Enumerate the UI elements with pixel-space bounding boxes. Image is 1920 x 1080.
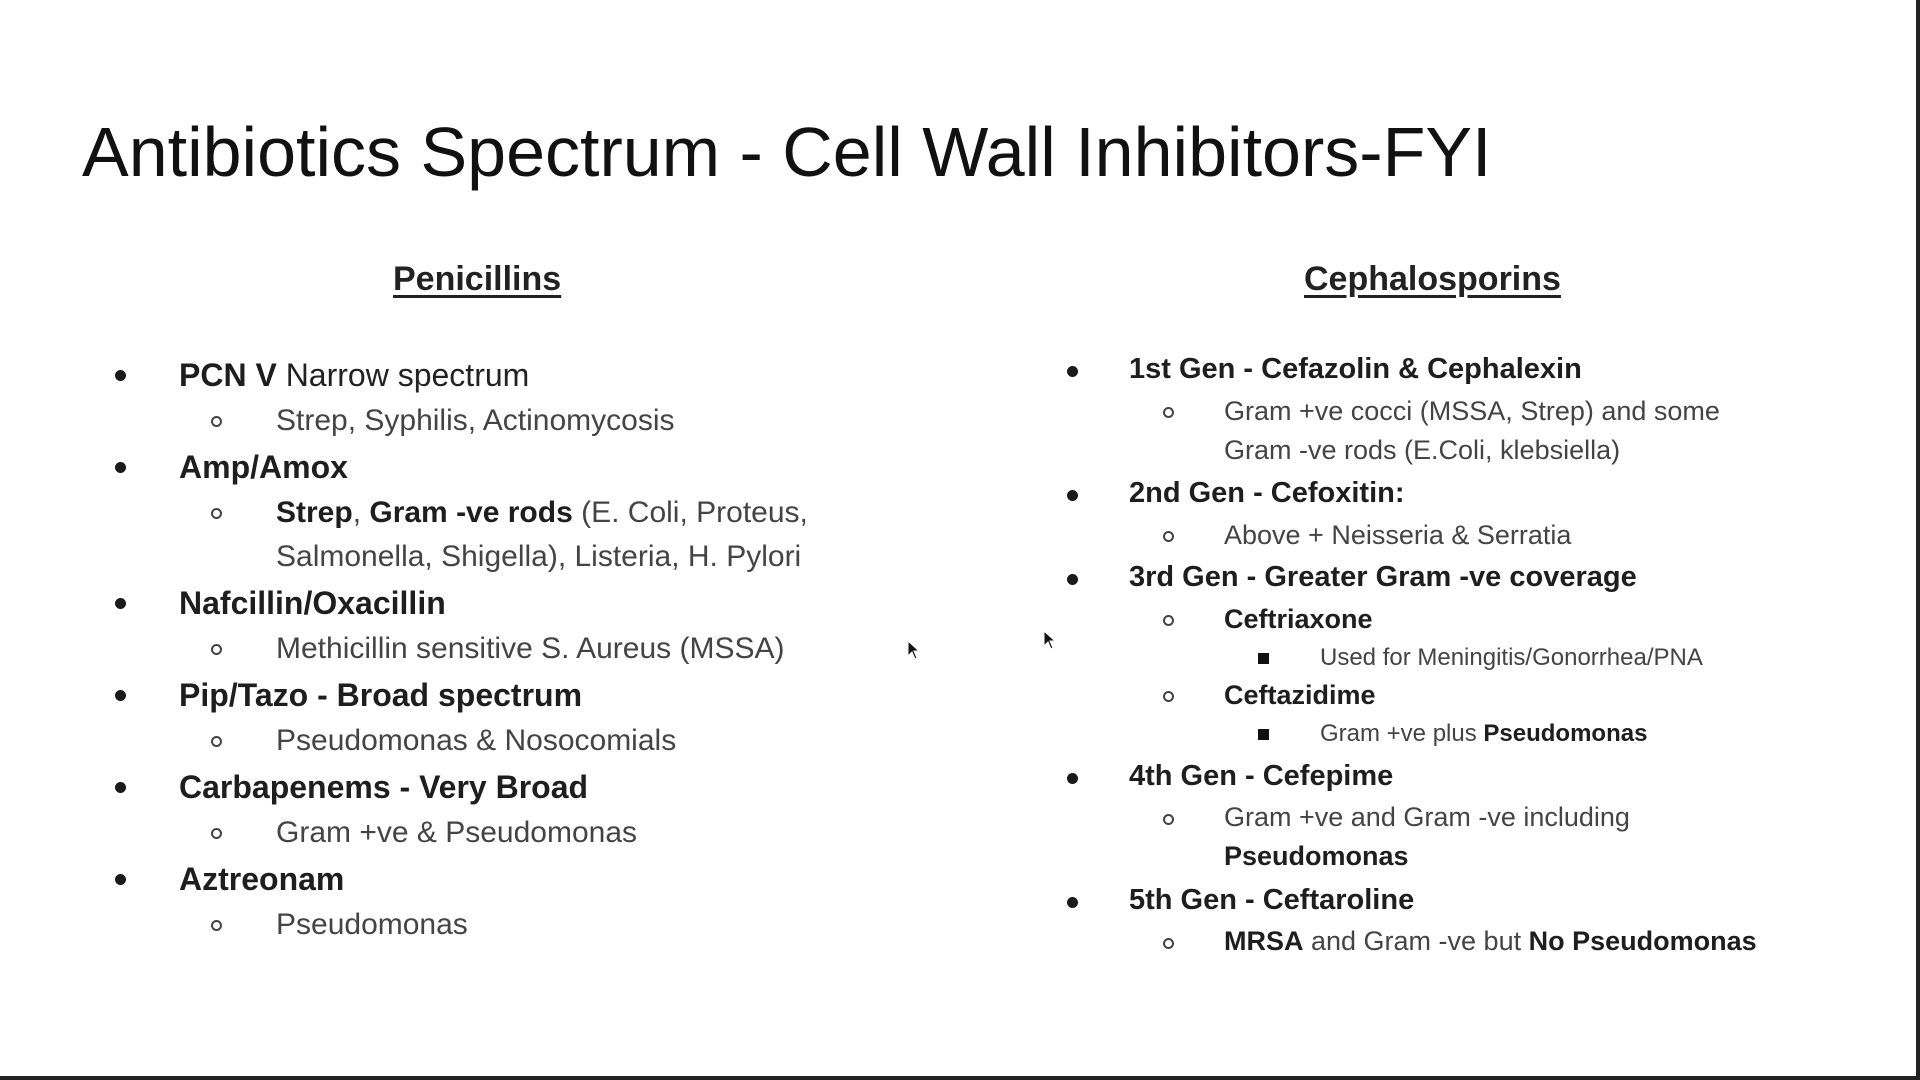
bullet-icon	[1067, 366, 1078, 377]
sub-item: Strep, Syphilis, Actinomycosis	[276, 404, 675, 437]
window-border-bottom	[0, 1076, 1920, 1080]
sub-bullet-icon	[211, 416, 222, 427]
bullet-icon	[115, 690, 126, 701]
item-name: PCN V	[179, 357, 277, 393]
bullet-icon	[1067, 773, 1078, 784]
sub-bullet-icon	[1163, 691, 1174, 702]
penicillins-heading: Penicillins	[393, 260, 562, 298]
sub-bullet-icon	[1163, 407, 1174, 418]
window-border-right	[1916, 0, 1920, 1080]
sub-sub-item-bold: Pseudomonas	[1483, 720, 1648, 747]
sub-item-text: ,	[352, 496, 370, 529]
list-item-nafcillin: Nafcillin/Oxacillin	[179, 585, 446, 621]
sub-bullet-icon	[211, 644, 222, 655]
sub-item: Pseudomonas & Nosocomials	[276, 724, 677, 757]
list-item-5th-gen: 5th Gen - Ceftaroline	[1129, 884, 1415, 916]
bullet-icon	[1067, 490, 1078, 501]
bullet-icon	[1067, 574, 1078, 585]
sub-item-bold: MRSA	[1224, 926, 1304, 956]
sub-item-bold: Strep	[276, 496, 353, 529]
sub-bullet-icon	[211, 736, 222, 747]
bullet-icon	[115, 462, 126, 473]
sub-item-ceftriaxone: Ceftriaxone	[1224, 604, 1373, 634]
sub-bullet-icon	[1163, 615, 1174, 626]
sub-item-text: (E. Coli, Proteus,	[572, 496, 808, 529]
bullet-icon	[115, 370, 126, 381]
sub-item-text: and Gram -ve but	[1303, 926, 1529, 956]
sub-item: MRSA and Gram -ve but No Pseudomonas	[1224, 926, 1757, 957]
sub-bullet-icon	[1163, 531, 1174, 542]
sub-item: Methicillin sensitive S. Aureus (MSSA)	[276, 632, 785, 665]
slide-title: Antibiotics Spectrum - Cell Wall Inhibit…	[82, 113, 1492, 191]
sub-item: Gram +ve and Gram -ve including	[1224, 802, 1630, 832]
list-item-aztreonam: Aztreonam	[179, 861, 345, 897]
list-item-carbapenems: Carbapenems - Very Broad	[179, 769, 589, 805]
sub-sub-item: Gram +ve plus Pseudomonas	[1320, 720, 1647, 748]
cephalosporins-heading: Cephalosporins	[1304, 260, 1561, 298]
sub-bullet-icon	[1163, 814, 1174, 825]
sub-item-continuation: Gram -ve rods (E.Coli, klebsiella)	[1224, 435, 1621, 465]
square-bullet-icon	[1258, 653, 1269, 664]
list-item-1st-gen: 1st Gen - Cefazolin & Cephalexin	[1129, 353, 1582, 385]
square-bullet-icon	[1258, 729, 1269, 740]
sub-item-continuation: Pseudomonas	[1224, 841, 1409, 871]
list-item-amp-amox: Amp/Amox	[179, 449, 348, 485]
sub-item: Pseudomonas	[276, 908, 468, 941]
sub-item-ceftazidime: Ceftazidime	[1224, 680, 1376, 710]
list-item-pcn-v: PCN V Narrow spectrum	[179, 357, 529, 394]
sub-bullet-icon	[211, 828, 222, 839]
sub-item: Strep, Gram -ve rods (E. Coli, Proteus,	[276, 496, 808, 530]
list-item-2nd-gen: 2nd Gen - Cefoxitin:	[1129, 477, 1405, 509]
sub-bullet-icon	[211, 920, 222, 931]
sub-item: Gram +ve & Pseudomonas	[276, 816, 638, 849]
bullet-icon	[115, 874, 126, 885]
list-item-3rd-gen: 3rd Gen - Greater Gram -ve coverage	[1129, 561, 1637, 593]
sub-item: Above + Neisseria & Serratia	[1224, 520, 1572, 550]
sub-item-bold: No Pseudomonas	[1528, 926, 1757, 956]
sub-sub-item: Used for Meningitis/Gonorrhea/PNA	[1320, 644, 1703, 671]
sub-bullet-icon	[1163, 938, 1174, 949]
sub-item-bold: Gram -ve rods	[369, 496, 573, 529]
sub-sub-item-text: Gram +ve plus	[1320, 720, 1484, 747]
bullet-icon	[1067, 897, 1078, 908]
list-item-4th-gen: 4th Gen - Cefepime	[1129, 760, 1394, 792]
bullet-icon	[115, 782, 126, 793]
sub-item-continuation: Salmonella, Shigella), Listeria, H. Pylo…	[276, 540, 802, 573]
bullet-icon	[115, 598, 126, 609]
list-item-pip-tazo: Pip/Tazo - Broad spectrum	[179, 677, 583, 713]
sub-bullet-icon	[211, 508, 222, 519]
sub-item: Gram +ve cocci (MSSA, Strep) and some	[1224, 396, 1720, 426]
item-description: Narrow spectrum	[276, 357, 530, 393]
